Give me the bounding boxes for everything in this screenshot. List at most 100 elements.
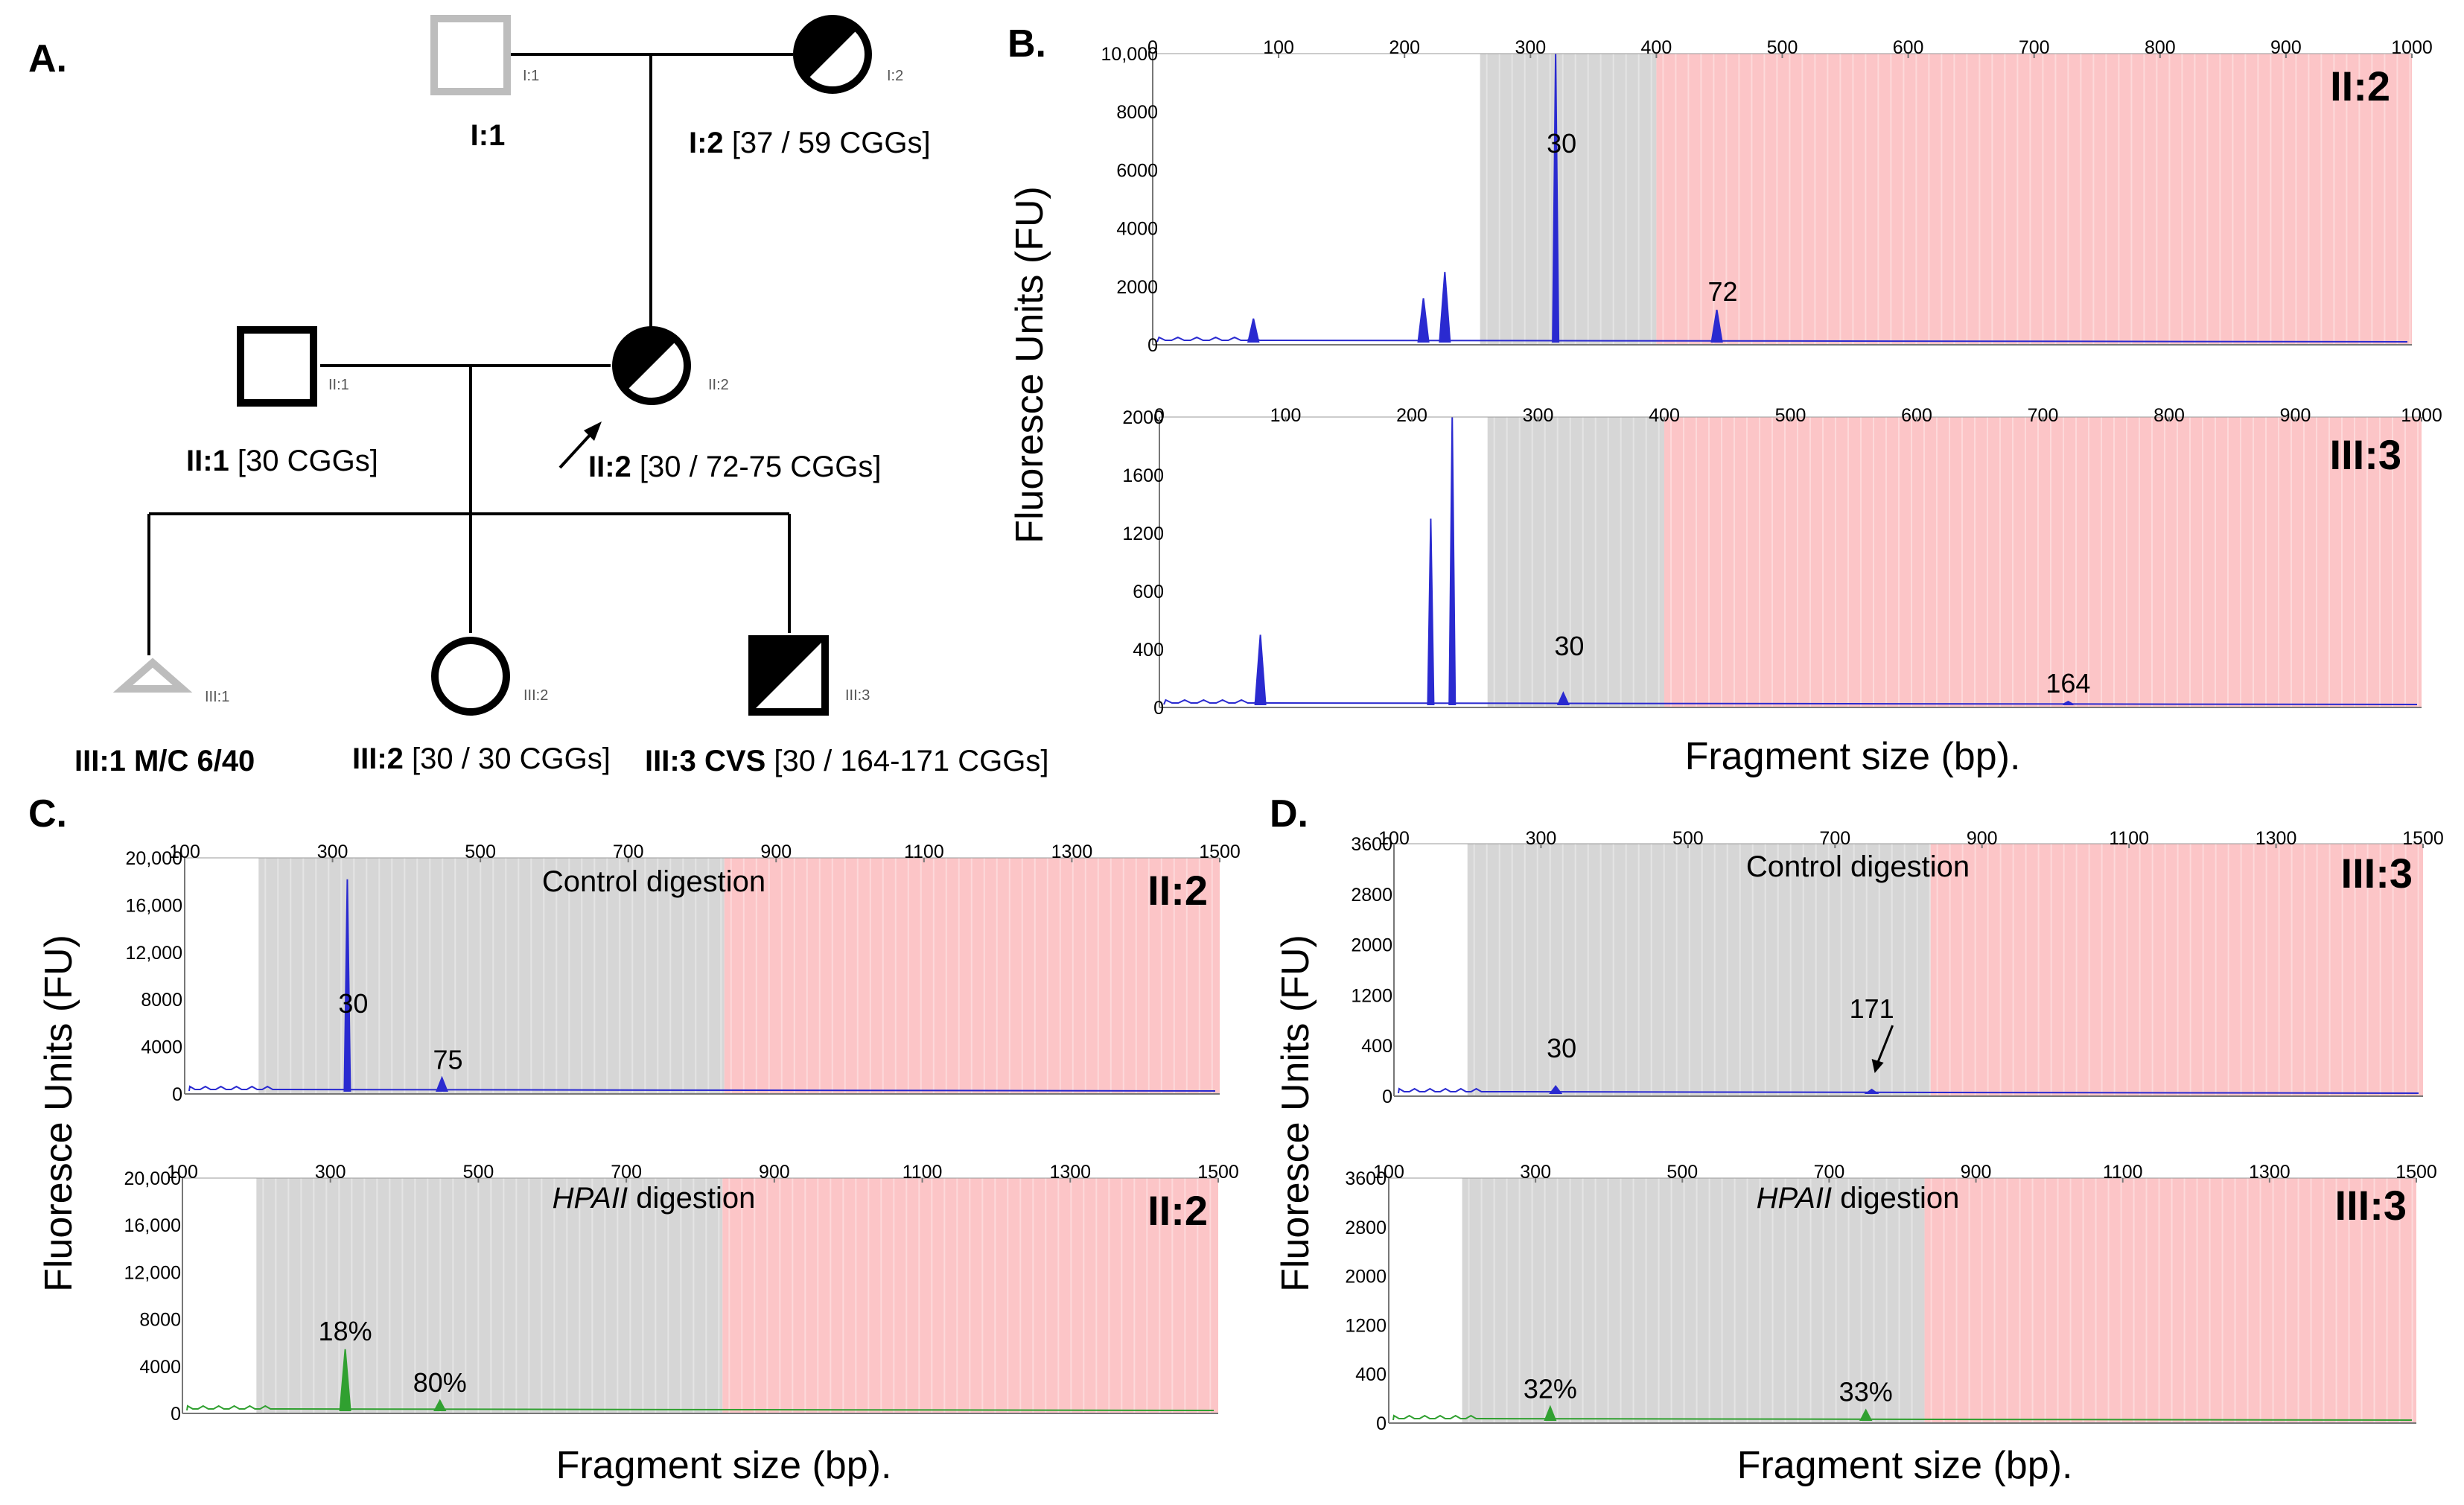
y-tick-label: 400 [1361, 1036, 1392, 1057]
shade-pink [722, 1178, 1218, 1413]
node-id-iii2: III:2 [523, 687, 548, 704]
x-tick-label: 200 [1396, 405, 1427, 426]
x-tick-label: 300 [1523, 405, 1554, 426]
node-id-ii1: II:1 [328, 377, 349, 393]
node-id-i2: I:2 [887, 68, 903, 84]
y-tick-label: 0 [171, 1404, 181, 1425]
y-tick-label: 1200 [1351, 985, 1392, 1006]
pedigree-lines [147, 53, 793, 655]
electropherogram-c-bottom: 100 300 500 700 900 1100 1300 150020,00016,0001… [124, 1162, 1239, 1425]
y-tick-label: 2000 [1116, 277, 1158, 298]
pedigree-node-i1 [430, 15, 511, 95]
y-tick-label: 16,000 [124, 1215, 181, 1236]
peak-1 [1864, 1088, 1879, 1094]
peak-0 [1544, 1404, 1557, 1421]
y-tick-label: 400 [1133, 640, 1164, 661]
x-tick-label: 0 [1154, 405, 1165, 426]
proband-arrow [558, 421, 602, 469]
shade-striations [1473, 844, 2419, 1096]
x-tick-label: 100 [1270, 405, 1302, 426]
x-tick-label: 1000 [2401, 405, 2442, 426]
pedigree-node-iii3 [748, 635, 829, 716]
sample-label: II:2 [1147, 867, 1208, 914]
y-tick-label: 8000 [141, 990, 182, 1011]
peak-1 [433, 1399, 447, 1411]
peak-3 [1552, 53, 1560, 343]
shade-striations [1468, 1178, 2413, 1423]
baseline-trace [186, 1404, 1215, 1411]
y-tick-label: 6000 [1116, 160, 1158, 181]
shade-striations [1493, 417, 2419, 707]
peak-1 [436, 1075, 448, 1092]
peak-1 [1859, 1408, 1873, 1421]
peak-0 [1549, 1084, 1563, 1094]
baseline-trace [188, 1085, 1216, 1092]
x-tick-label: 0 [1147, 37, 1158, 58]
digestion-enzyme: HPAII [1757, 1182, 1833, 1215]
x-tick-label: 700 [2028, 405, 2059, 426]
shade-grey [256, 1178, 723, 1413]
pedigree-node-ii2 [612, 326, 691, 405]
peak-4 [2062, 701, 2074, 705]
pedigree-node-iii2 [431, 637, 510, 716]
xlabel-c: Fragment size (bp). [556, 1444, 892, 1487]
x-tick-label: 600 [1901, 405, 1932, 426]
sample-label: III:3 [2330, 431, 2401, 478]
y-tick-label: 20,000 [124, 1168, 181, 1189]
pedigree-node-i2 [793, 15, 872, 94]
label-ii1: II:1 [30 CGGs] [186, 445, 378, 477]
y-tick-label: 8000 [139, 1310, 181, 1331]
y-tick-label: 0 [1376, 1413, 1387, 1434]
y-tick-label: 2000 [1345, 1267, 1387, 1288]
sample-label: III:3 [2335, 1182, 2407, 1229]
baseline-trace [1398, 1087, 2419, 1094]
y-tick-label: 1200 [1345, 1315, 1387, 1336]
digestion-label: HPAII digestion [553, 1182, 756, 1215]
annotation-arrow [1876, 1025, 1894, 1063]
shade-pink [1664, 417, 2422, 707]
peak-annotation: 30 [338, 988, 368, 1019]
y-tick-label: 10,000 [1101, 44, 1158, 65]
digestion-label: HPAII digestion [1757, 1182, 1960, 1215]
peak-1 [1427, 518, 1435, 705]
label-i1: I:1 [471, 119, 506, 152]
electropherogram-d-bottom: 100 300 500 700 900 1100 1300 15003600280020001… [1345, 1162, 2436, 1434]
x-tick-label: 800 [2153, 405, 2185, 426]
y-tick-label: 2000 [1351, 935, 1392, 956]
xlabel-d: Fragment size (bp). [1737, 1444, 2073, 1487]
label-iii3: III:3 CVS [30 / 164-171 CGGs] [645, 745, 1048, 777]
peak-0 [339, 1349, 351, 1411]
electropherogram-b-top: 0 100 200 300 400 500 600 700 800 900 100010,00080… [1101, 37, 2433, 356]
digestion-enzyme: HPAII [553, 1182, 628, 1215]
panel-label-a: A. [28, 37, 67, 80]
y-tick-label: 0 [1147, 335, 1158, 356]
node-id-iii1: III:1 [205, 689, 229, 705]
shade-pink [1656, 54, 2412, 345]
y-tick-label: 16,000 [126, 895, 182, 916]
panel-label-d: D. [1270, 792, 1308, 836]
shade-grey [1467, 844, 1931, 1096]
xlabel-b: Fragment size (bp). [1685, 735, 2021, 778]
digestion-label: Control digestion [542, 865, 765, 898]
ylabel-c: Fluoresce Units (FU) [37, 935, 80, 1292]
y-tick-label: 0 [1153, 698, 1164, 719]
pedigree-node-iii1 [112, 658, 193, 693]
y-tick-label: 4000 [139, 1357, 181, 1378]
shade-striations [262, 1178, 1212, 1413]
digestion-rest: digestion [628, 1182, 755, 1215]
y-tick-label: 8000 [1116, 102, 1158, 123]
annotation-arrowhead [1871, 1059, 1884, 1073]
shade-grey [1480, 54, 1657, 345]
peak-0 [1247, 318, 1260, 343]
peak-annotation: 72 [1708, 276, 1738, 307]
sample-label: II:2 [1147, 1187, 1208, 1234]
peak-2 [1448, 416, 1457, 705]
y-tick-label: 1600 [1122, 465, 1164, 486]
electropherogram-c-top: 100 300 500 700 900 1100 1300 150020,00016,0001… [126, 841, 1241, 1105]
pedigree-node-ii1 [237, 326, 317, 407]
panel-label-c: C. [28, 792, 67, 836]
node-id-iii3: III:3 [845, 687, 870, 704]
y-tick-label: 600 [1133, 582, 1164, 602]
digestion-label: Control digestion [1746, 850, 1970, 883]
label-ii2: II:2 [30 / 72-75 CGGs] [588, 451, 882, 483]
